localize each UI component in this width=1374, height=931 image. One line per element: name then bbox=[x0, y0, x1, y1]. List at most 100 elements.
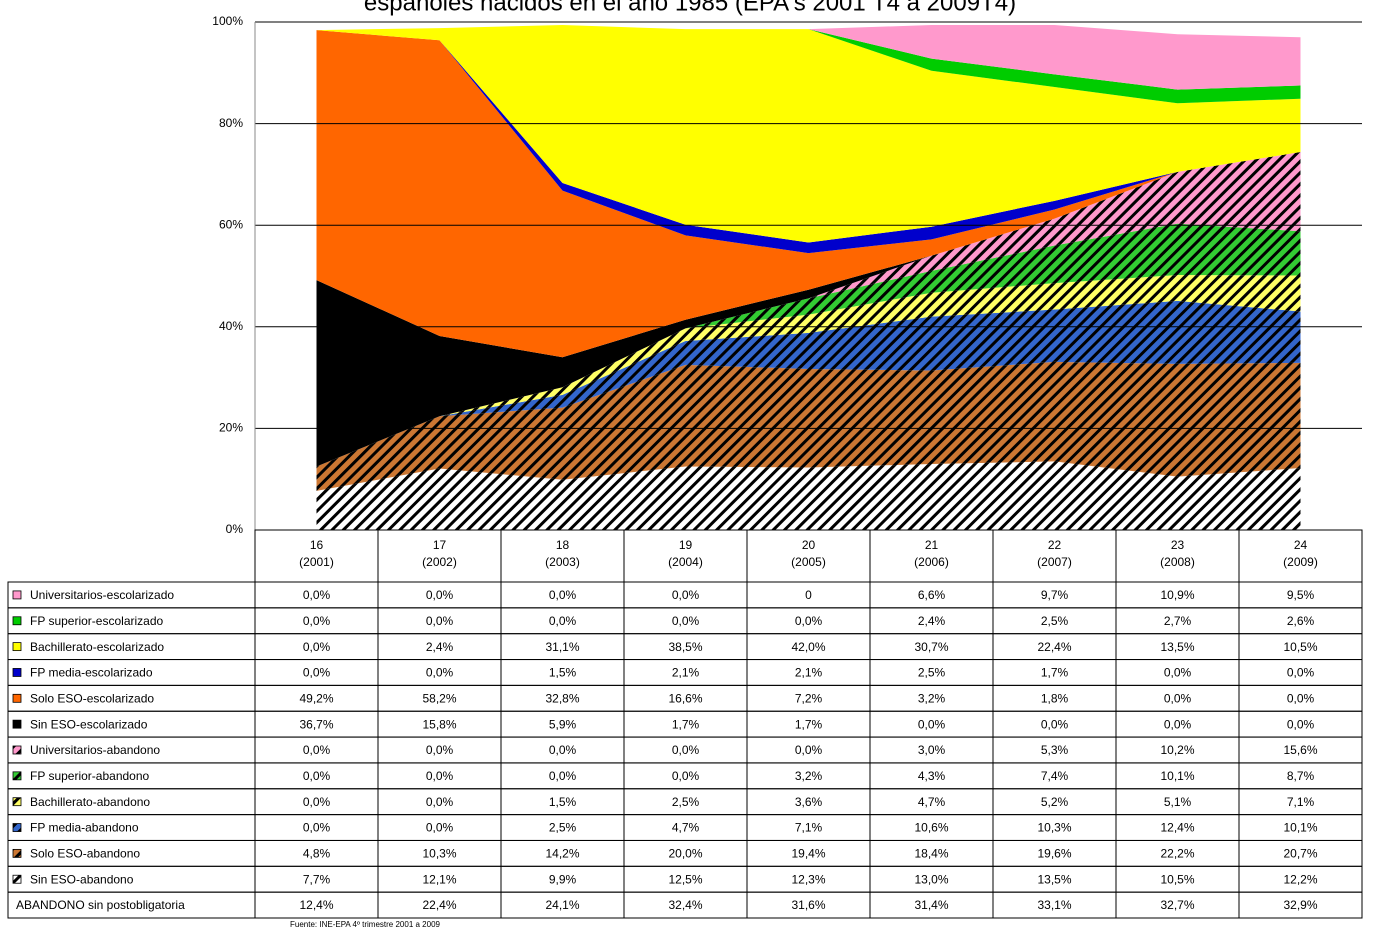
table-value: 0,0% bbox=[303, 666, 331, 680]
x-tick-label: 17 (2002) bbox=[422, 538, 457, 569]
table-value: 0,0% bbox=[426, 821, 454, 835]
legend-key bbox=[12, 745, 22, 755]
x-tick-label: 21 (2006) bbox=[914, 538, 949, 569]
table-value: 15,8% bbox=[422, 717, 456, 731]
area bbox=[316, 152, 1301, 467]
row-label: Bachillerato-abandono bbox=[30, 795, 150, 809]
area bbox=[316, 361, 1301, 491]
area bbox=[316, 25, 1301, 90]
legend-key bbox=[12, 590, 22, 600]
row-label: ABANDONO sin postobligatoria bbox=[16, 898, 185, 912]
table-value: 7,1% bbox=[795, 821, 823, 835]
table-value: 0,0% bbox=[1287, 717, 1315, 731]
table-value: 2,5% bbox=[1041, 614, 1069, 628]
table-value: 2,4% bbox=[426, 640, 454, 654]
x-tick-label: 18 (2003) bbox=[545, 538, 580, 569]
y-tick-label: 100% bbox=[212, 14, 243, 28]
table-value: 58,2% bbox=[422, 691, 456, 705]
legend-key bbox=[12, 848, 22, 858]
table-value: 22,2% bbox=[1160, 847, 1194, 861]
table-value: 0,0% bbox=[672, 614, 700, 628]
table-value: 12,4% bbox=[1160, 821, 1194, 835]
x-tick-label: 22 (2007) bbox=[1037, 538, 1072, 569]
area bbox=[316, 25, 1301, 104]
row-label: Solo ESO-abandono bbox=[30, 847, 140, 861]
row-label: Sin ESO-escolarizado bbox=[30, 717, 148, 731]
table-value: 12,2% bbox=[1283, 872, 1317, 886]
table-value: 0,0% bbox=[303, 769, 331, 783]
table-value: 2,5% bbox=[672, 795, 700, 809]
table-value: 10,6% bbox=[914, 821, 948, 835]
table-value: 10,1% bbox=[1160, 769, 1194, 783]
table-value: 5,3% bbox=[1041, 743, 1069, 757]
x-tick-label: 16 (2001) bbox=[299, 538, 334, 569]
table-value: 7,7% bbox=[303, 872, 331, 886]
table-value: 12,4% bbox=[299, 898, 333, 912]
table-value: 36,7% bbox=[299, 717, 333, 731]
table-value: 5,9% bbox=[549, 717, 577, 731]
table-value: 0,0% bbox=[672, 743, 700, 757]
table-value: 31,4% bbox=[914, 898, 948, 912]
table-value: 3,2% bbox=[795, 769, 823, 783]
table-value: 32,8% bbox=[545, 691, 579, 705]
table-value: 1,7% bbox=[672, 717, 700, 731]
table-value: 0,0% bbox=[303, 795, 331, 809]
x-tick-label: 24 (2009) bbox=[1283, 538, 1318, 569]
table-value: 9,5% bbox=[1287, 588, 1315, 602]
table-value: 30,7% bbox=[914, 640, 948, 654]
table-value: 0,0% bbox=[303, 821, 331, 835]
row-label: FP media-escolarizado bbox=[30, 666, 153, 680]
area bbox=[316, 223, 1301, 467]
table-value: 0,0% bbox=[426, 614, 454, 628]
table-value: 2,5% bbox=[549, 821, 577, 835]
table-value: 0,0% bbox=[426, 588, 454, 602]
table-value: 24,1% bbox=[545, 898, 579, 912]
row-label: Universitarios-abandono bbox=[30, 743, 160, 757]
table-value: 32,9% bbox=[1283, 898, 1317, 912]
table-value: 10,5% bbox=[1160, 872, 1194, 886]
table-value: 9,9% bbox=[549, 872, 577, 886]
table-value: 10,2% bbox=[1160, 743, 1194, 757]
table-value: 8,7% bbox=[1287, 769, 1315, 783]
table-value: 0,0% bbox=[303, 614, 331, 628]
table-value: 4,7% bbox=[918, 795, 946, 809]
table-value: 0,0% bbox=[1287, 691, 1315, 705]
table-value: 7,2% bbox=[795, 691, 823, 705]
row-label: Bachillerato-escolarizado bbox=[30, 640, 164, 654]
table-value: 49,2% bbox=[299, 691, 333, 705]
y-tick-label: 60% bbox=[219, 217, 243, 231]
table-value: 0,0% bbox=[918, 717, 946, 731]
table-value: 2,4% bbox=[918, 614, 946, 628]
row-label: FP superior-abandono bbox=[30, 769, 150, 783]
table-value: 4,8% bbox=[303, 847, 331, 861]
table-value: 20,0% bbox=[668, 847, 702, 861]
table-value: 0,0% bbox=[303, 743, 331, 757]
table-value: 3,6% bbox=[795, 795, 823, 809]
table-value: 0,0% bbox=[672, 769, 700, 783]
table-value: 0,0% bbox=[1287, 666, 1315, 680]
table-value: 0,0% bbox=[426, 769, 454, 783]
table-value: 12,5% bbox=[668, 872, 702, 886]
table-value: 0,0% bbox=[303, 588, 331, 602]
table-value: 2,7% bbox=[1164, 614, 1192, 628]
table-value: 10,3% bbox=[1037, 821, 1071, 835]
y-tick-label: 20% bbox=[219, 421, 243, 435]
table-value: 32,4% bbox=[668, 898, 702, 912]
legend-key bbox=[12, 719, 22, 729]
y-tick-label: 80% bbox=[219, 116, 243, 130]
table-value: 10,9% bbox=[1160, 588, 1194, 602]
legend-key bbox=[12, 797, 22, 807]
table-value: 5,2% bbox=[1041, 795, 1069, 809]
table-value: 1,5% bbox=[549, 795, 577, 809]
legend-key bbox=[12, 693, 22, 703]
table-value: 10,1% bbox=[1283, 821, 1317, 835]
table-value: 7,4% bbox=[1041, 769, 1069, 783]
table-value: 10,3% bbox=[422, 847, 456, 861]
table-value: 10,5% bbox=[1283, 640, 1317, 654]
row-label: FP media-abandono bbox=[30, 821, 139, 835]
table-value: 0,0% bbox=[795, 743, 823, 757]
table-value: 0 bbox=[805, 588, 812, 602]
x-tick-label: 19 (2004) bbox=[668, 538, 703, 569]
y-tick-label: 40% bbox=[219, 319, 243, 333]
table-value: 22,4% bbox=[422, 898, 456, 912]
